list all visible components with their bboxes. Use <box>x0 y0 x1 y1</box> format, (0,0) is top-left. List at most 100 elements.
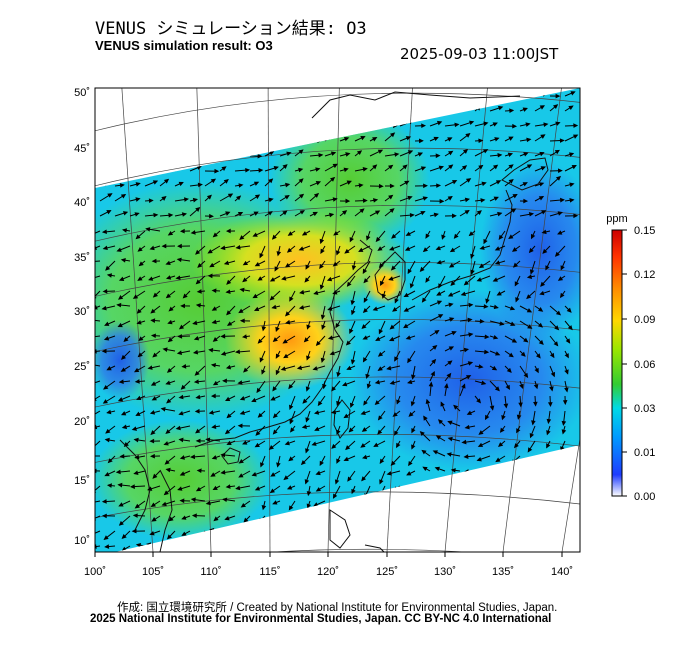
wind-arrowhead <box>347 105 354 110</box>
wind-arrow <box>346 515 356 525</box>
wind-arrow <box>299 515 311 526</box>
wind-arrowhead <box>460 291 467 297</box>
wind-arrowhead <box>267 211 273 216</box>
wind-arrowhead <box>346 519 352 525</box>
wind-arrowhead <box>283 475 289 481</box>
lon-label: 130˚ <box>434 566 456 578</box>
wind-arrowhead <box>347 476 352 482</box>
wind-arrowhead <box>260 462 265 468</box>
wind-arrowhead <box>207 273 213 279</box>
lon-label: 110˚ <box>200 566 221 578</box>
wind-arrowhead <box>351 265 357 271</box>
wind-arrowhead <box>564 369 569 375</box>
wind-arrowhead <box>335 250 341 256</box>
wind-arrowhead <box>178 324 185 330</box>
lat-label: 30˚ <box>74 306 90 318</box>
wind-arrowhead <box>101 348 107 354</box>
wind-arrowhead <box>167 547 173 552</box>
wind-arrowhead <box>123 337 129 342</box>
wind-arrow <box>273 515 281 527</box>
wind-arrow <box>95 515 101 521</box>
wind-arrowhead <box>213 152 219 158</box>
lon-label: 100˚ <box>84 566 106 578</box>
wind-arrow <box>204 134 213 142</box>
wind-arrowhead <box>255 116 262 122</box>
wind-arrowhead <box>555 121 561 127</box>
wind-arrowhead <box>238 183 244 188</box>
wind-arrowhead <box>272 107 279 112</box>
wind-arrowhead <box>254 261 261 267</box>
wind-arrowhead <box>166 398 172 404</box>
colorbar-label: 0.06 <box>634 359 655 371</box>
wind-arrowhead <box>374 530 381 535</box>
wind-arrow <box>114 135 129 142</box>
wind-arrowhead <box>520 351 526 357</box>
wind-arrowhead <box>545 265 550 271</box>
wind-arrow <box>292 530 296 538</box>
wind-arrowhead <box>242 277 248 283</box>
wind-arrowhead <box>421 297 427 303</box>
wind-arrowhead <box>480 198 486 203</box>
wind-arrowhead <box>254 194 261 200</box>
wind-arrow <box>144 167 152 172</box>
wind-arrowhead <box>256 387 262 394</box>
wind-arrowhead <box>378 262 384 269</box>
wind-arrow <box>523 515 536 523</box>
wind-arrowhead <box>280 366 286 371</box>
wind-arrowhead <box>149 438 155 444</box>
wind-arrowhead <box>165 380 171 385</box>
wind-arrowhead <box>272 337 278 343</box>
wind-arrowhead <box>162 347 168 352</box>
wind-arrowhead <box>235 485 241 491</box>
wind-arrowhead <box>313 290 319 296</box>
wind-arrowhead <box>195 249 201 255</box>
wind-arrow <box>129 138 139 142</box>
wind-arrowhead <box>175 425 181 431</box>
wind-arrowhead <box>434 497 440 502</box>
wind-arrowhead <box>95 380 96 385</box>
wind-arrowhead <box>211 543 218 548</box>
wind-arrowhead <box>190 230 196 235</box>
wind-arrowhead <box>557 276 564 281</box>
wind-arrowhead <box>467 361 474 366</box>
wind-arrowhead <box>555 310 562 316</box>
wind-arrowhead <box>522 182 528 187</box>
wind-arrowhead <box>372 137 378 142</box>
wind-arrowhead <box>390 503 396 509</box>
wind-arrowhead <box>501 414 506 421</box>
wind-arrowhead <box>329 176 336 182</box>
wind-arrow <box>478 500 491 504</box>
wind-arrowhead <box>135 543 142 548</box>
wind-arrowhead <box>389 132 396 138</box>
wind-arrowhead <box>288 384 294 390</box>
wind-arrowhead <box>462 484 468 489</box>
wind-arrowhead <box>285 182 291 188</box>
wind-arrowhead <box>316 530 323 536</box>
wind-arrowhead <box>178 181 184 187</box>
wind-arrowhead <box>478 263 485 269</box>
wind-arrowhead <box>374 92 381 97</box>
wind-arrowhead <box>253 181 260 186</box>
wind-arrowhead <box>193 335 200 341</box>
wind-arrowhead <box>121 424 128 430</box>
wind-arrowhead <box>306 324 311 330</box>
wind-arrowhead <box>283 89 289 94</box>
wind-arrowhead <box>335 322 340 329</box>
wind-arrowhead <box>381 293 387 299</box>
wind-arrowhead <box>208 410 214 415</box>
wind-arrowhead <box>525 488 532 493</box>
wind-arrowhead <box>344 248 350 254</box>
wind-arrowhead <box>315 90 321 96</box>
wind-arrowhead <box>461 165 468 171</box>
wind-arrowhead <box>319 238 325 245</box>
wind-arrow <box>461 545 476 547</box>
wind-arrowhead <box>345 198 351 204</box>
lon-label: 135˚ <box>492 566 514 578</box>
wind-arrowhead <box>523 337 529 343</box>
wind-arrowhead <box>151 517 157 522</box>
wind-arrowhead <box>549 386 554 392</box>
wind-arrowhead <box>261 369 266 375</box>
wind-arrowhead <box>462 149 469 154</box>
wind-arrowhead <box>512 262 519 268</box>
